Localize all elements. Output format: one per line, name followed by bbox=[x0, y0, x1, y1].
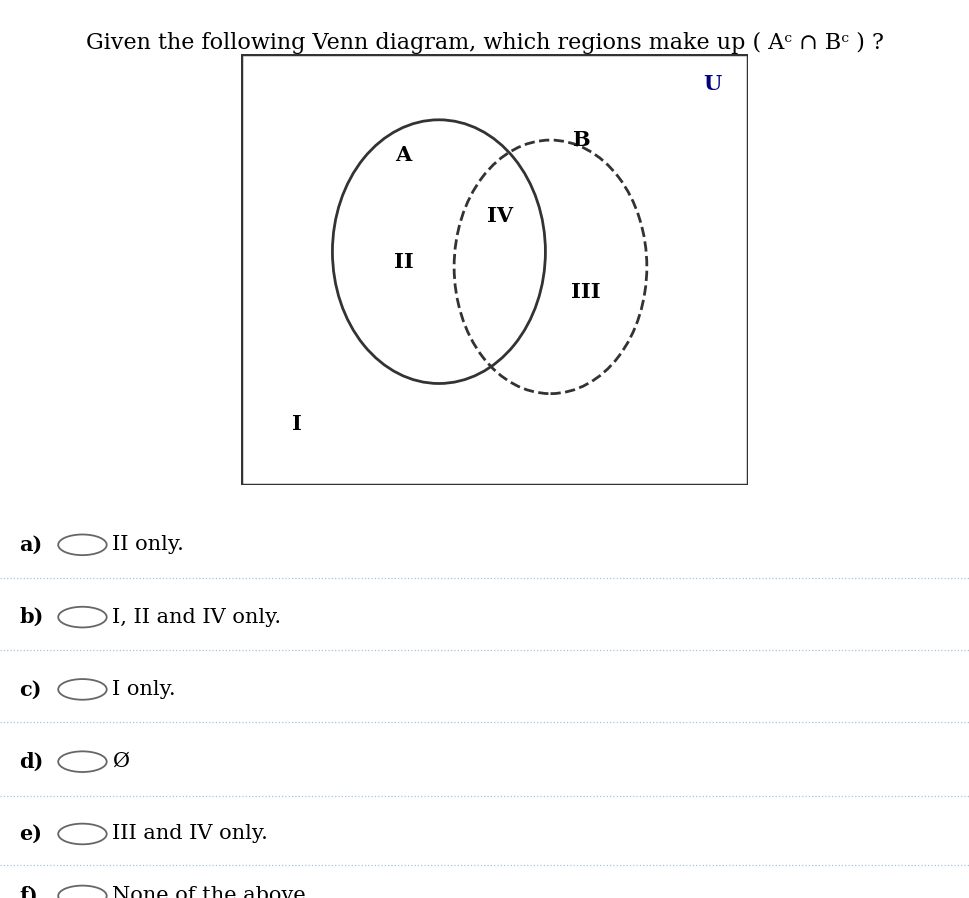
Text: III and IV only.: III and IV only. bbox=[111, 824, 267, 843]
Text: II: II bbox=[393, 251, 413, 272]
Circle shape bbox=[58, 607, 107, 628]
Text: B: B bbox=[572, 130, 589, 150]
Text: None of the above.: None of the above. bbox=[111, 886, 312, 898]
Text: II only.: II only. bbox=[111, 535, 183, 554]
Circle shape bbox=[58, 679, 107, 700]
Text: Given the following Venn diagram, which regions make up ( Aᶜ ∩ Bᶜ ) ?: Given the following Venn diagram, which … bbox=[86, 31, 883, 54]
Text: I, II and IV only.: I, II and IV only. bbox=[111, 608, 280, 627]
Text: d): d) bbox=[19, 752, 44, 771]
Text: b): b) bbox=[19, 607, 44, 627]
Text: U: U bbox=[703, 75, 721, 94]
Text: Ø: Ø bbox=[111, 753, 129, 771]
Text: I: I bbox=[292, 414, 301, 434]
Text: A: A bbox=[395, 145, 411, 165]
Circle shape bbox=[58, 534, 107, 555]
Circle shape bbox=[58, 885, 107, 898]
Text: IV: IV bbox=[486, 207, 513, 226]
Text: f): f) bbox=[19, 886, 38, 898]
Circle shape bbox=[58, 752, 107, 772]
Text: c): c) bbox=[19, 680, 42, 700]
Text: e): e) bbox=[19, 824, 43, 844]
Circle shape bbox=[58, 823, 107, 844]
Text: a): a) bbox=[19, 535, 43, 555]
Text: III: III bbox=[571, 282, 600, 303]
Text: I only.: I only. bbox=[111, 680, 175, 699]
